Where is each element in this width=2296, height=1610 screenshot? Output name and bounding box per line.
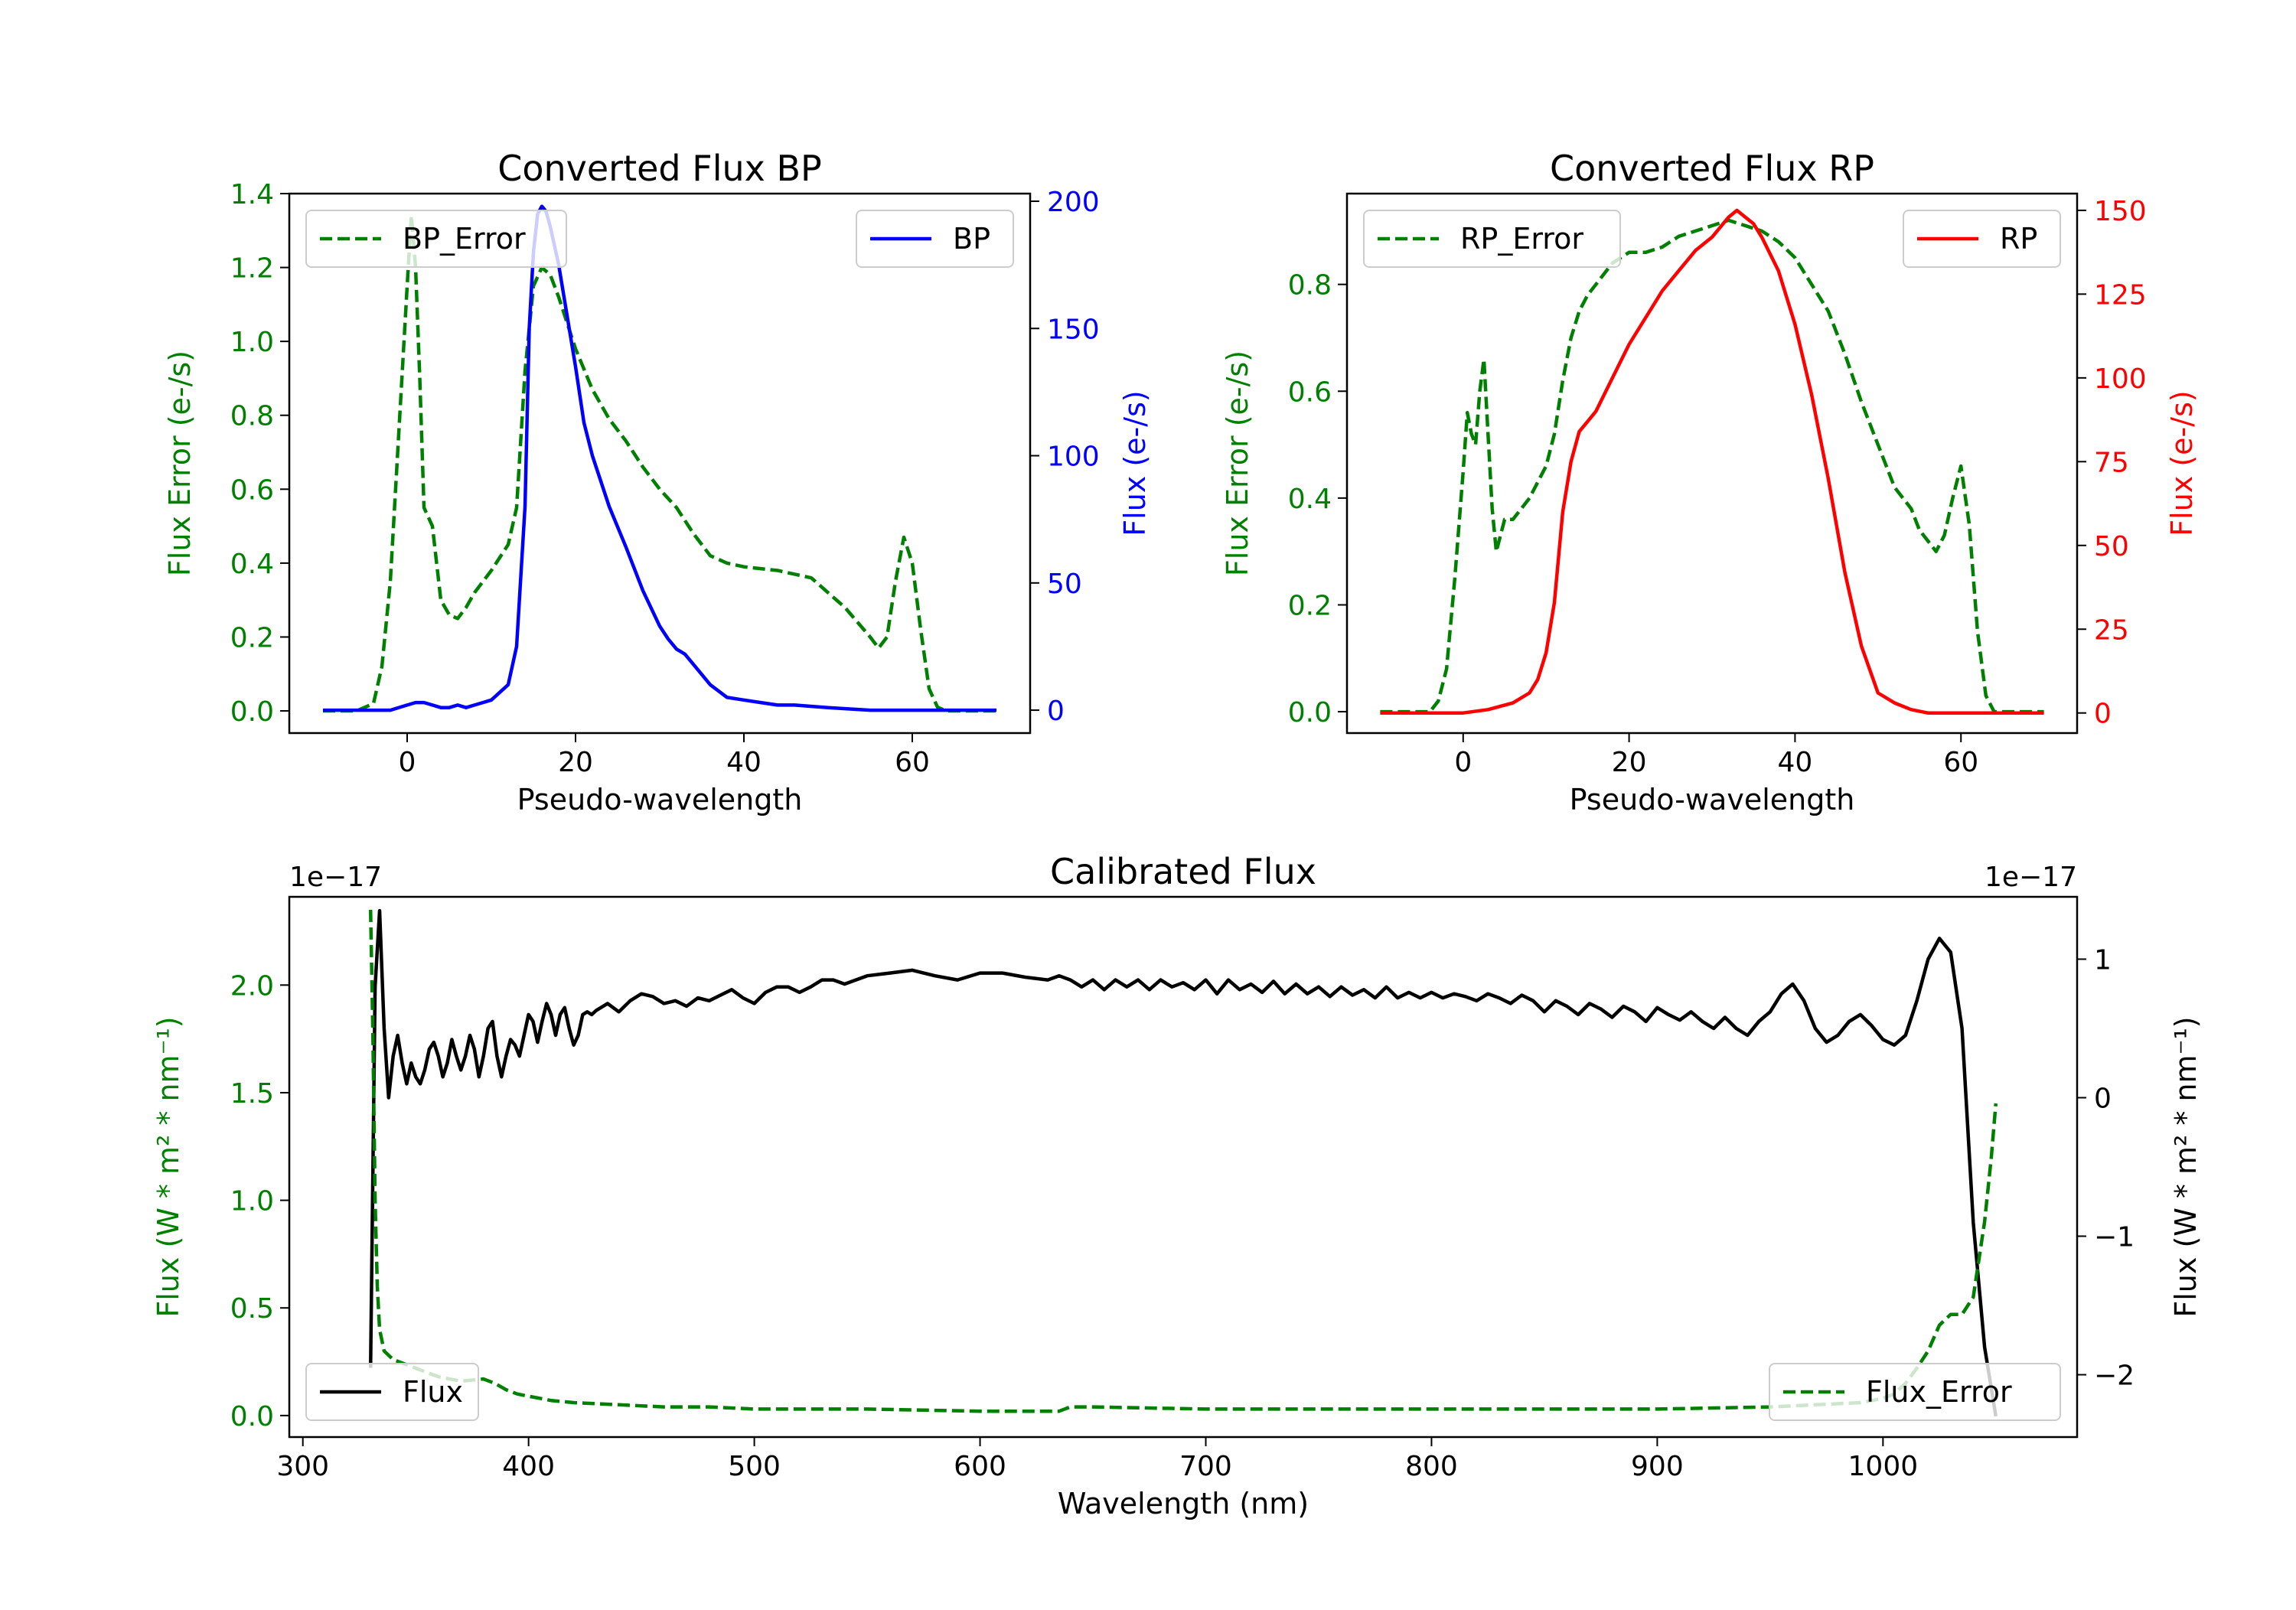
x-tick-label: 1000 [1848,1451,1919,1482]
legend-label: BP [953,222,990,256]
x-tick-label: 500 [728,1451,781,1482]
chart-cal: Calibrated Flux 300 400 500 600 700 800 900 1000… [152,851,2203,1520]
y-left-tick-label: 0.8 [230,401,274,432]
y-right-tick-label: 0 [2094,699,2112,730]
legend-box [305,1363,479,1421]
legend-box [1363,210,1621,268]
legend-rp: RP [1903,210,2061,268]
chart-title: Converted Flux RP [1550,148,1874,189]
legend-box [856,210,1014,268]
y-left-tick-label: 0.2 [230,622,274,653]
y-left-tick-label: 0.8 [1288,270,1332,301]
y-right-tick-label: −2 [2094,1361,2135,1392]
y-left-tick-label: 0.5 [230,1293,274,1325]
x-tick-label: 300 [276,1451,329,1482]
y-right-tick-label: 0 [2094,1083,2112,1114]
chart-bp: Converted Flux BP 0 20 40 60 Pseudo-wavelengt… [163,148,1152,816]
y-left-tick-label: 0.6 [1288,376,1332,408]
series-line-rp-error [1380,218,2044,714]
y-right-tick-label: 50 [1047,569,1082,600]
y-right-offset-label: 1e−17 [1985,862,2077,893]
y-right-tick-label: 50 [2094,531,2129,562]
y-right-axis-label: Flux (W * m² * nm⁻¹) [2169,1016,2203,1317]
y-left-tick-label: 1.0 [230,327,274,358]
chart-rp: Converted Flux RP 0 20 40 60 Pseudo-wavelengt… [1221,148,2199,816]
legend-bp-error: BP_Error [305,210,567,268]
legend-label: Flux [403,1375,463,1409]
y-left-tick-label: 0.4 [1288,484,1332,515]
y-right-tick-label: 75 [2094,447,2129,478]
y-right-tick-label: 1 [2094,944,2112,976]
y-left-tick-label: 1.5 [230,1078,274,1110]
y-left-axis-label: Flux (W * m² * nm⁻¹) [152,1016,185,1317]
y-right-tick-label: 200 [1047,187,1100,218]
legend-flux: Flux [305,1363,479,1421]
series-line-bp-error [323,213,996,713]
y-right-tick-label: −1 [2094,1222,2135,1253]
y-right-tick-label: 25 [2094,614,2129,646]
y-left-tick-label: 1.2 [230,253,274,285]
x-tick-label: 20 [558,747,593,778]
legend-label: RP [2000,222,2037,256]
legend-label: BP_Error [403,222,526,256]
x-tick-label: 700 [1179,1451,1232,1482]
y-left-offset-label: 1e−17 [289,862,382,893]
x-axis-label: Pseudo-wavelength [1570,783,1855,816]
legend-label: RP_Error [1460,222,1583,256]
series-line-flux [368,908,1998,1417]
y-right-axis-label: Flux (e-/s) [1118,390,1152,536]
y-right-tick-label: 0 [1047,696,1065,727]
x-tick-label: 60 [1943,747,1978,778]
series-line-rp [1380,208,2044,715]
series-line-flux-error [368,909,1998,1413]
x-axis-label: Wavelength (nm) [1058,1487,1309,1520]
y-right-tick-label: 150 [2094,196,2147,227]
legend-label: Flux_Error [1866,1375,2012,1409]
x-tick-label: 40 [726,747,762,778]
x-tick-label: 20 [1612,747,1647,778]
x-tick-label: 400 [502,1451,555,1482]
plot-frame [288,895,2079,1439]
y-left-tick-label: 0.0 [230,696,274,728]
y-left-tick-label: 0.4 [230,549,274,580]
y-right-tick-label: 150 [1047,314,1100,345]
y-left-tick-label: 1.0 [230,1186,274,1217]
y-left-tick-label: 0.6 [230,474,274,506]
plot-frame [1345,192,2079,735]
legend-flux-error: Flux_Error [1769,1363,2061,1421]
y-right-tick-label: 100 [2094,363,2147,395]
legend-box [1903,210,2061,268]
y-left-tick-label: 0.2 [1288,590,1332,621]
legend-rp-error: RP_Error [1363,210,1621,268]
chart-title: Calibrated Flux [1050,851,1316,892]
y-left-axis-label: Flux Error (e-/s) [1221,350,1254,576]
y-left-tick-label: 0.0 [1288,697,1332,728]
plot-frame [288,192,1032,735]
x-tick-label: 800 [1405,1451,1458,1482]
x-tick-label: 0 [1454,747,1472,778]
x-tick-label: 0 [399,747,416,778]
y-left-tick-label: 0.0 [230,1401,274,1432]
chart-title: Converted Flux BP [497,148,822,189]
y-left-tick-label: 1.4 [230,179,274,210]
legend-box [1769,1363,2061,1421]
y-right-tick-label: 125 [2094,279,2147,311]
x-tick-label: 60 [895,747,930,778]
y-right-axis-label: Flux (e-/s) [2165,390,2199,536]
x-axis-label: Pseudo-wavelength [517,783,803,816]
legend-bp: BP [856,210,1014,268]
x-tick-label: 40 [1778,747,1813,778]
x-tick-label: 600 [954,1451,1006,1482]
y-left-axis-label: Flux Error (e-/s) [163,350,197,576]
y-left-tick-label: 2.0 [230,970,274,1002]
x-tick-label: 900 [1631,1451,1684,1482]
y-right-tick-label: 100 [1047,442,1100,473]
legend-box [305,210,567,268]
